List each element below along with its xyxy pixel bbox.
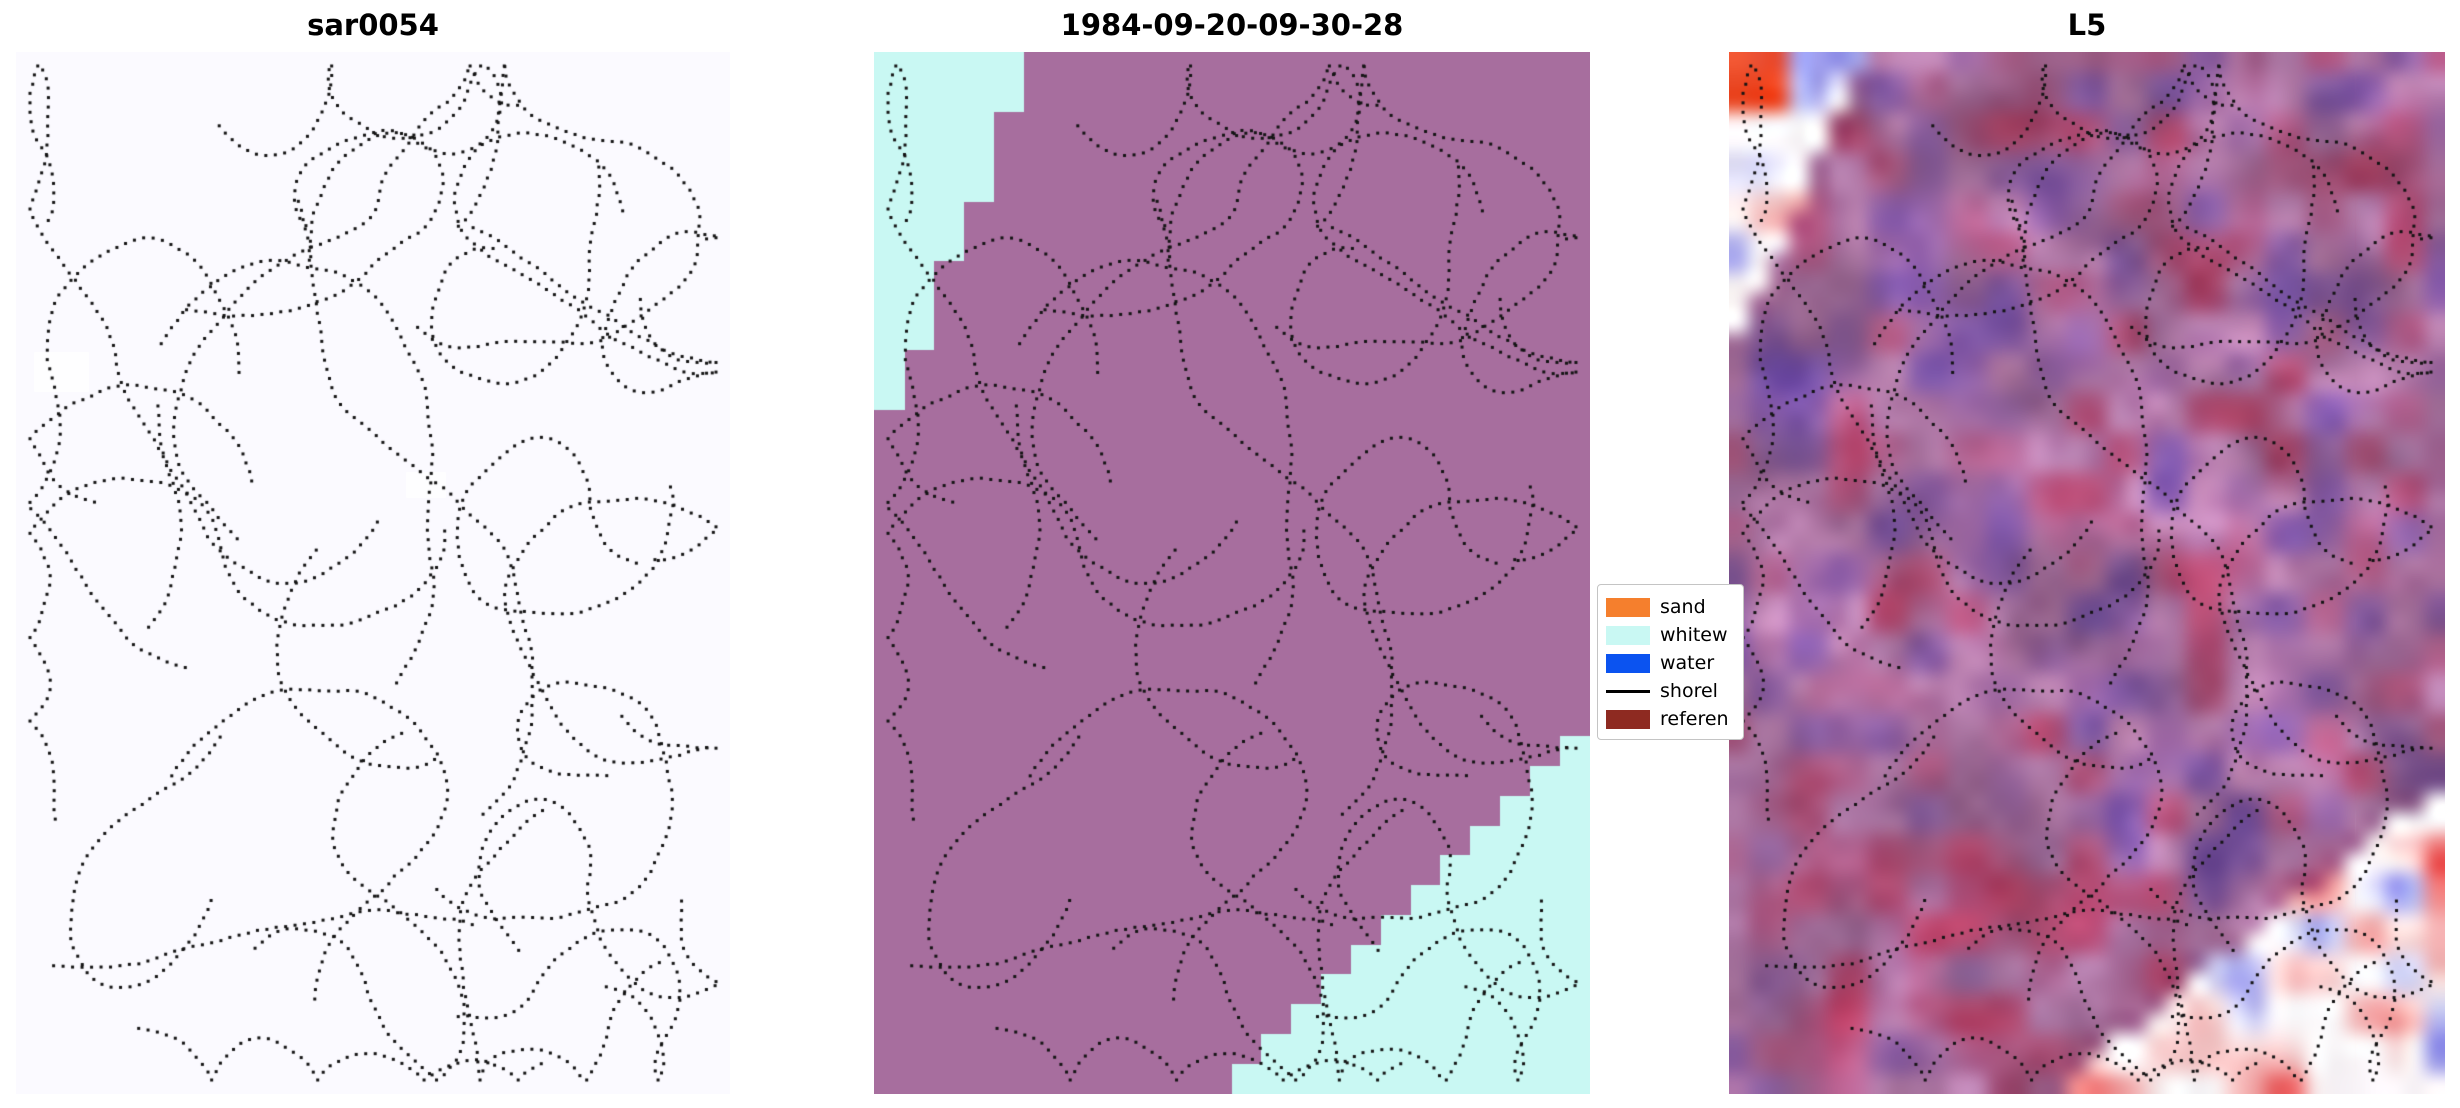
legend-label-sand: sand xyxy=(1660,596,1706,618)
panel-l5 xyxy=(1729,52,2445,1094)
l5-image xyxy=(1729,52,2445,1094)
legend: sand whitew water shorel referen xyxy=(1597,584,1744,740)
legend-swatch-whitewater xyxy=(1606,625,1650,645)
legend-swatch-sand xyxy=(1606,597,1650,617)
panel-classification xyxy=(874,52,1590,1094)
legend-swatch-water xyxy=(1606,653,1650,673)
panel-title-l5: L5 xyxy=(2067,8,2107,42)
legend-item-sand: sand xyxy=(1606,593,1743,621)
sar-image xyxy=(16,52,730,1094)
classification-image xyxy=(874,52,1590,1094)
legend-item-reference: referen xyxy=(1606,705,1743,733)
legend-swatch-reference xyxy=(1606,709,1650,729)
legend-line-shoreline xyxy=(1606,689,1650,693)
legend-item-whitewater: whitew xyxy=(1606,621,1743,649)
legend-label-whitewater: whitew xyxy=(1660,624,1728,646)
panel-sar0054 xyxy=(16,52,730,1094)
legend-label-water: water xyxy=(1660,652,1715,674)
panel-title-date: 1984-09-20-09-30-28 xyxy=(1060,8,1404,42)
legend-item-shoreline: shorel xyxy=(1606,677,1743,705)
legend-label-reference: referen xyxy=(1660,708,1729,730)
legend-label-shoreline: shorel xyxy=(1660,680,1718,702)
legend-item-water: water xyxy=(1606,649,1743,677)
panel-title-sar0054: sar0054 xyxy=(307,8,439,42)
